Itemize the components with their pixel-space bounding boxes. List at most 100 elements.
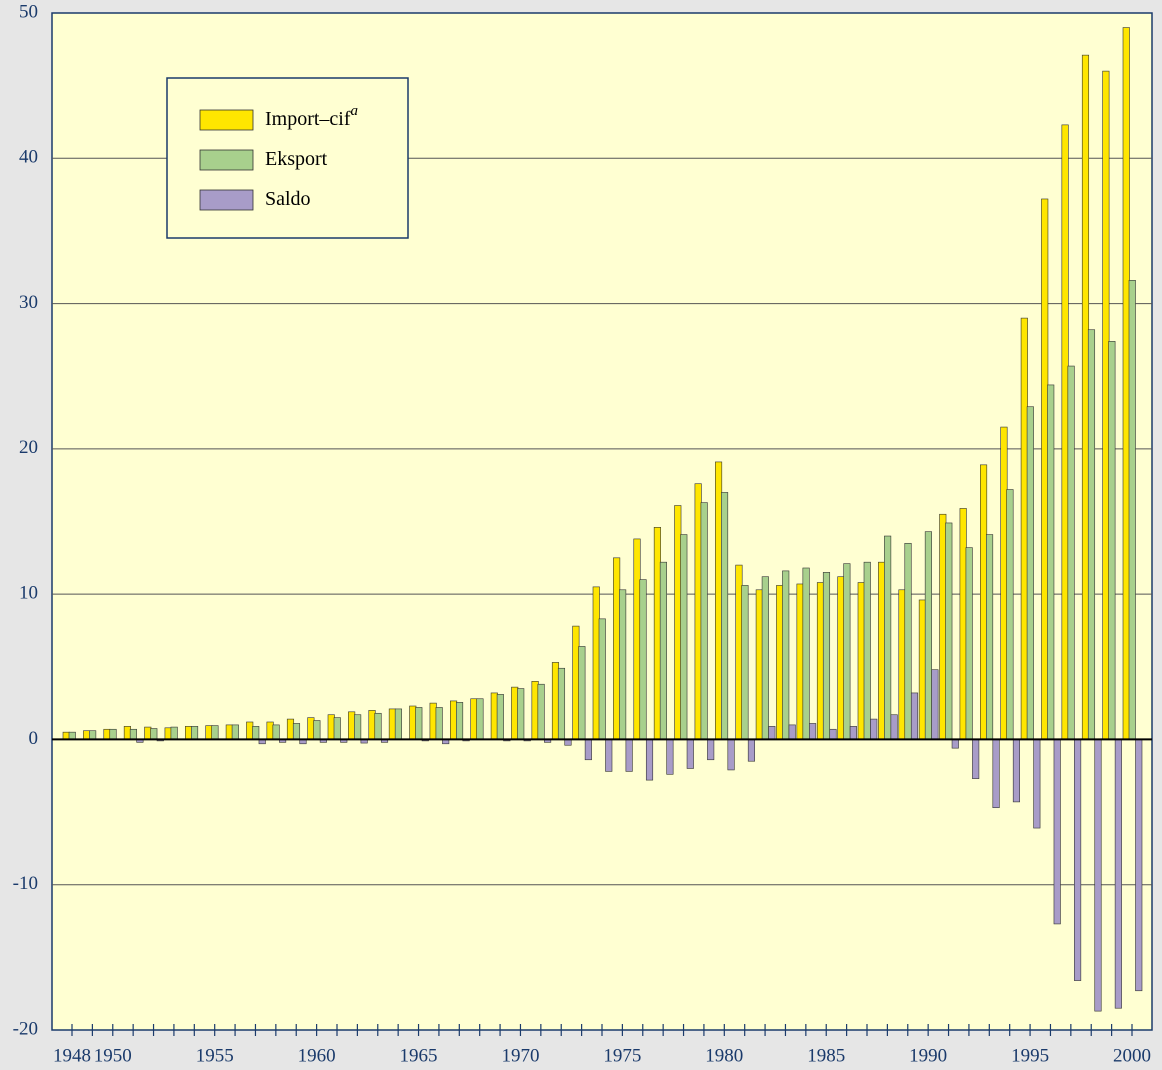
bar (884, 535, 892, 740)
bar (822, 572, 831, 740)
bar (959, 508, 967, 740)
bar (707, 739, 715, 761)
bar (776, 585, 784, 740)
bar (686, 739, 694, 769)
bar (89, 730, 97, 740)
bar (857, 582, 865, 740)
bar (185, 726, 193, 740)
x-tick-label: 1950 (94, 1045, 132, 1066)
bar (1000, 426, 1008, 740)
bar (1114, 739, 1122, 1009)
bar (435, 707, 443, 740)
bar (666, 739, 674, 775)
bar (68, 731, 76, 740)
bar (924, 531, 932, 740)
bar (450, 700, 458, 740)
x-tick-label: 1948 (53, 1045, 91, 1066)
bar (1087, 329, 1096, 740)
bar (1020, 317, 1028, 740)
bar (123, 726, 131, 740)
y-tick-label: -20 (13, 1018, 38, 1039)
bar (388, 708, 396, 740)
bar (62, 731, 70, 740)
bar (727, 739, 735, 771)
bar (572, 625, 580, 740)
bar (1026, 406, 1034, 740)
bar (939, 513, 947, 740)
x-tick-label: 1960 (298, 1045, 336, 1066)
bar (837, 576, 845, 740)
x-tick-label: 1990 (909, 1045, 947, 1066)
bar (415, 707, 423, 740)
bar (1047, 384, 1055, 740)
bar (307, 717, 315, 740)
bar (517, 688, 525, 740)
bar (150, 728, 158, 740)
bar (511, 686, 519, 740)
bar (205, 725, 213, 740)
bar (231, 724, 239, 740)
axes: -20 -10 0 10 20 30 40 50 1948 1950 1955 1960 1965 197… (13, 1, 1152, 1066)
bar (910, 692, 919, 740)
bar (1067, 365, 1075, 740)
bar (272, 724, 280, 740)
bar (721, 492, 729, 740)
bar (715, 461, 723, 740)
bar (348, 711, 356, 740)
x-tick-label: 1985 (807, 1045, 845, 1066)
bar (863, 561, 871, 740)
bar (633, 538, 641, 740)
bar (368, 710, 376, 740)
bar (904, 542, 912, 740)
x-tick-label: 1965 (400, 1045, 438, 1066)
bar (653, 527, 661, 740)
legend-swatch (199, 109, 254, 131)
bar (898, 589, 906, 740)
bar (1074, 739, 1082, 981)
bar (211, 725, 219, 740)
bar (109, 728, 117, 740)
bar (986, 534, 994, 740)
bar (849, 726, 857, 740)
bar (252, 726, 260, 740)
bar (761, 576, 769, 740)
bar (1094, 739, 1102, 1012)
bar (694, 483, 702, 740)
bar (170, 726, 178, 740)
bar (333, 717, 341, 740)
bar (470, 698, 478, 740)
bar (1033, 739, 1041, 829)
bar (674, 505, 682, 740)
legend-name: Eksport (265, 148, 328, 170)
bar (619, 589, 627, 740)
bar (1102, 70, 1110, 740)
bar (965, 547, 973, 740)
bar (809, 723, 817, 740)
bar (313, 720, 321, 740)
bar (409, 705, 417, 740)
bar (394, 708, 402, 740)
y-tick-label: -10 (13, 873, 38, 894)
bar (557, 667, 566, 740)
y-tick-label: 50 (19, 1, 38, 22)
bar (103, 728, 111, 740)
bar (796, 583, 804, 740)
bar (191, 726, 199, 740)
bar (788, 724, 796, 740)
bar (1122, 27, 1130, 740)
bar (992, 739, 1000, 809)
bar (972, 739, 980, 779)
bar (292, 723, 301, 740)
bar (1061, 124, 1069, 740)
bar (354, 714, 362, 740)
legend-label: Saldo (265, 188, 311, 210)
bar (551, 662, 560, 740)
bar (266, 721, 274, 740)
bar (645, 739, 654, 781)
x-tick-label: 1975 (603, 1045, 641, 1066)
bar (829, 728, 837, 740)
bar (782, 570, 790, 740)
bar (918, 599, 926, 740)
x-tick-label: 1980 (705, 1045, 743, 1066)
